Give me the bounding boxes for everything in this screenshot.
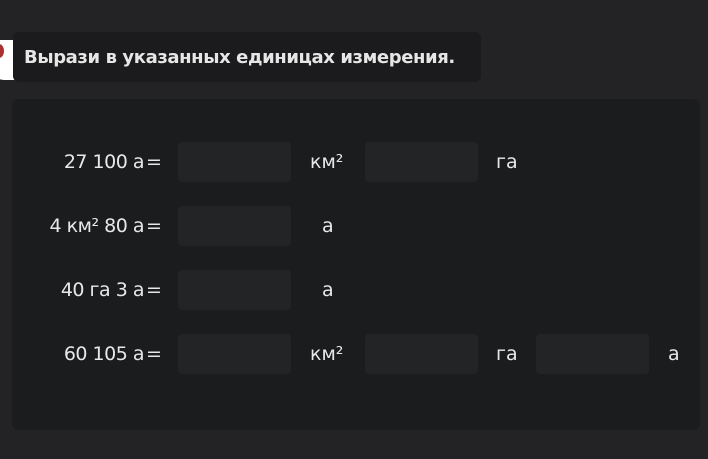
unit-label: км² xyxy=(310,343,344,365)
unit-label: га xyxy=(496,151,518,173)
answer-input-km2[interactable] xyxy=(178,142,291,182)
given-value: 40 га 3 а xyxy=(60,279,145,301)
equals-sign: = xyxy=(146,215,162,237)
answer-input-ha[interactable] xyxy=(365,334,478,374)
equals-sign: = xyxy=(146,151,162,173)
answer-input-ha[interactable] xyxy=(365,142,478,182)
unit-label: км² xyxy=(310,151,344,173)
answer-input-km2[interactable] xyxy=(178,334,291,374)
exercise-row-4: 60 105 а = км² га а xyxy=(12,334,700,374)
exercise-row-3: 40 га 3 а = а xyxy=(12,270,700,310)
unit-label: а xyxy=(322,279,334,301)
unit-label: га xyxy=(496,343,518,365)
answer-input-a[interactable] xyxy=(536,334,649,374)
status-dot xyxy=(0,44,4,58)
equals-sign: = xyxy=(146,343,162,365)
answer-input-a[interactable] xyxy=(178,270,291,310)
exercise-row-2: 4 км² 80 а = а xyxy=(12,206,700,246)
given-value: 4 км² 80 а xyxy=(49,215,145,237)
given-value: 27 100 а xyxy=(63,151,145,173)
equals-sign: = xyxy=(146,279,162,301)
answer-input-a[interactable] xyxy=(178,206,291,246)
exercise-row-1: 27 100 а = км² га xyxy=(12,142,700,182)
task-title: Вырази в указанных единицах измерения. xyxy=(13,32,481,82)
exercise-panel: 27 100 а = км² га 4 км² 80 а = а 40 га 3… xyxy=(12,99,700,430)
given-value: 60 105 а xyxy=(63,343,145,365)
unit-label: а xyxy=(668,343,680,365)
unit-label: а xyxy=(322,215,334,237)
